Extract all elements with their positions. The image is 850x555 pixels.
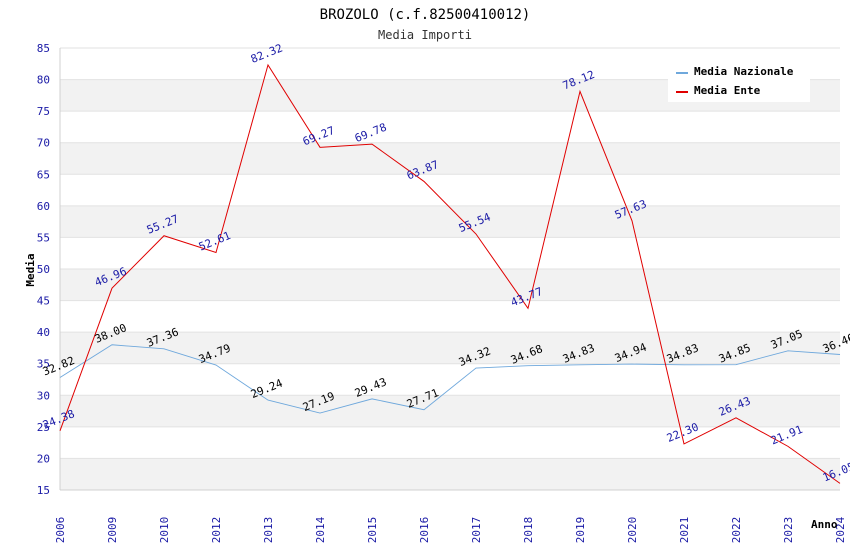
x-tick-label: 2014 — [314, 516, 327, 543]
series-line-media-nazionale — [59, 344, 841, 414]
grid-band — [60, 426, 840, 459]
series-lines — [59, 63, 841, 484]
axes — [59, 47, 840, 491]
grid-band — [60, 332, 840, 364]
y-tick-label: 20 — [37, 452, 50, 465]
grid-band — [60, 205, 840, 238]
x-tick-label: 2009 — [106, 517, 119, 544]
grid-band — [60, 363, 840, 396]
grid-band — [60, 142, 840, 175]
y-tick-label: 75 — [37, 105, 50, 118]
y-tick-label: 60 — [37, 200, 50, 213]
legend-label-media-ente: Media Ente — [694, 84, 761, 97]
chart-title: BROZOLO (c.f.82500410012) — [320, 7, 531, 23]
x-axis-ticks: 2006 2009 2010 2012 2013 2014 2015 2016 2017 2018… — [54, 516, 847, 543]
y-tick-label: 65 — [37, 168, 50, 181]
grid-band — [60, 237, 840, 269]
y-tick-label: 35 — [37, 358, 50, 371]
x-tick-label: 2015 — [366, 517, 379, 544]
x-tick-label: 2023 — [782, 517, 795, 544]
x-tick-label: 2024 — [834, 516, 847, 543]
x-tick-label: 2013 — [262, 517, 275, 544]
x-tick-label: 2020 — [626, 517, 639, 544]
y-tick-label: 55 — [37, 231, 50, 244]
y-tick-label: 45 — [37, 295, 50, 308]
grid-band — [60, 300, 840, 333]
x-tick-label: 2012 — [210, 517, 223, 544]
x-tick-label: 2018 — [522, 517, 535, 544]
chart-subtitle: Media Importi — [378, 28, 472, 42]
grid-band — [60, 174, 840, 206]
x-tick-label: 2022 — [730, 517, 743, 544]
x-tick-label: 2006 — [54, 517, 67, 544]
y-tick-label: 50 — [37, 263, 50, 276]
x-tick-label: 2010 — [158, 517, 171, 544]
y-tick-label: 40 — [37, 326, 50, 339]
series-line-media-ente — [59, 63, 841, 484]
x-tick-label: 2019 — [574, 517, 587, 544]
y-axis-ticks: 15 20 25 30 35 40 45 50 55 60 65 70 75 80 85 — [37, 42, 50, 497]
grid-band — [60, 458, 840, 490]
legend-label-media-nazionale: Media Nazionale — [694, 65, 794, 78]
y-tick-label: 85 — [37, 42, 50, 55]
legend-box — [668, 60, 810, 102]
y-axis-label: Media — [24, 253, 37, 286]
grid-bands — [60, 48, 840, 490]
y-tick-label: 30 — [37, 389, 50, 402]
x-tick-label: 2021 — [678, 517, 691, 544]
y-tick-label: 15 — [37, 484, 50, 497]
y-tick-label: 70 — [37, 137, 50, 150]
x-tick-label: 2017 — [470, 517, 483, 544]
y-tick-label: 80 — [37, 74, 50, 87]
grid-band — [60, 395, 840, 427]
grid-band — [60, 269, 840, 301]
legend: Media Nazionale Media Ente — [668, 60, 810, 102]
y-tick-label: 25 — [37, 421, 50, 434]
x-tick-label: 2016 — [418, 517, 431, 544]
x-axis-label: Anno — [811, 518, 838, 531]
grid-band — [60, 111, 840, 143]
